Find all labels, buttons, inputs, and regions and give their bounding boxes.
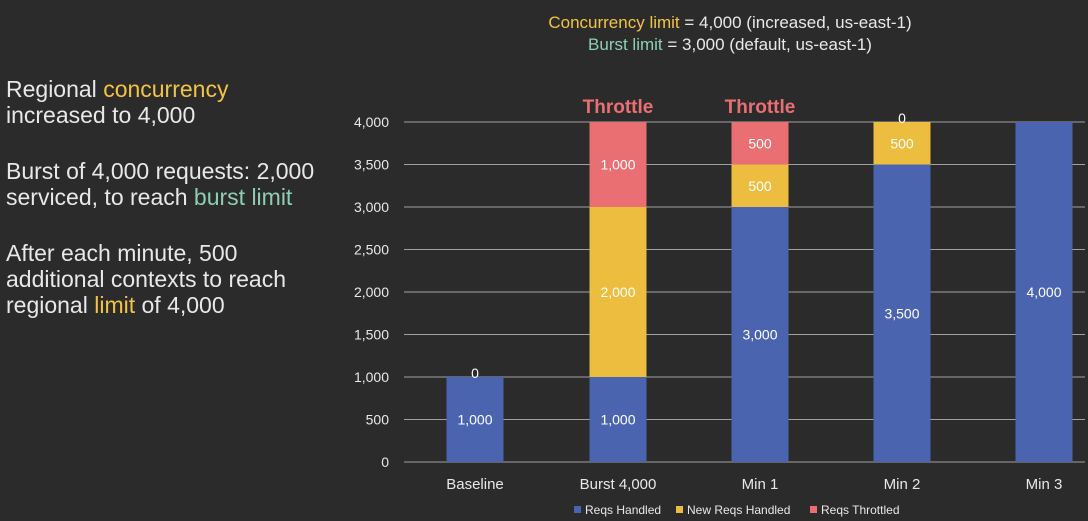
legend-label: Reqs Throttled	[821, 503, 900, 517]
data-label: 1,000	[600, 157, 635, 173]
bar-segment	[873, 164, 931, 462]
throttle-annotation: Throttle	[725, 97, 796, 118]
x-tick-label: Baseline	[446, 476, 504, 493]
legend-swatch	[574, 506, 581, 513]
y-tick-label: 3,000	[354, 199, 389, 215]
minute-note: After each minute, 500 additional contex…	[6, 240, 287, 318]
data-label: 500	[748, 178, 772, 194]
legend-label: Reqs Handled	[585, 503, 661, 517]
data-label: 0	[898, 110, 906, 126]
data-label: 500	[748, 135, 772, 151]
concurrency-limit-line: Concurrency limit = 4,000 (increased, us…	[548, 13, 912, 32]
data-label: 2,000	[600, 284, 635, 300]
bar-segment	[731, 207, 789, 462]
data-label: 0	[471, 365, 479, 381]
data-label: 500	[890, 135, 914, 151]
bar-segment	[589, 122, 647, 207]
y-tick-label: 4,000	[354, 114, 389, 130]
limits-legend: Concurrency limit = 4,000 (increased, us…	[430, 12, 1030, 56]
concurrency-note: Regional concurrency increased to 4,000	[6, 76, 229, 128]
y-tick-label: 500	[366, 412, 390, 428]
data-label: 4,000	[1026, 284, 1061, 300]
y-tick-label: 2,000	[354, 284, 389, 300]
data-label: 1,000	[600, 412, 635, 428]
bar-segment	[589, 377, 647, 462]
y-tick-label: 1,000	[354, 369, 389, 385]
legend-swatch	[810, 506, 817, 513]
bar-segment	[589, 207, 647, 377]
y-tick-label: 1,500	[354, 327, 389, 343]
bar-segment	[731, 164, 789, 207]
x-tick-label: Min 1	[742, 476, 779, 493]
burst-limit-line: Burst limit = 3,000 (default, us-east-1)	[588, 35, 872, 54]
burst-note: Burst of 4,000 requests: 2,000 serviced,…	[6, 158, 315, 210]
limit-highlight: limit	[94, 292, 136, 318]
throttle-annotation: Throttle	[583, 97, 654, 118]
x-tick-label: Min 2	[884, 476, 921, 493]
data-label: 1,000	[457, 412, 492, 428]
x-tick-label: Burst 4,000	[580, 476, 657, 493]
burst-limit-highlight: burst limit	[193, 184, 293, 210]
bar-segment	[731, 122, 789, 165]
bar-segment	[1015, 122, 1073, 462]
bar-segment	[446, 377, 504, 462]
legend-swatch	[676, 506, 683, 513]
left-text-panel: Regional concurrency increased to 4,000 B…	[6, 76, 336, 348]
y-tick-label: 0	[381, 454, 389, 470]
bar-segment	[873, 122, 931, 165]
y-tick-label: 3,500	[354, 157, 389, 173]
x-tick-label: Min 3	[1026, 476, 1063, 493]
legend-label: New Reqs Handled	[687, 503, 790, 517]
data-label: 3,500	[884, 305, 919, 321]
concurrency-highlight: concurrency	[103, 76, 229, 102]
y-tick-label: 2,500	[354, 242, 389, 258]
data-label: 3,000	[742, 327, 777, 343]
